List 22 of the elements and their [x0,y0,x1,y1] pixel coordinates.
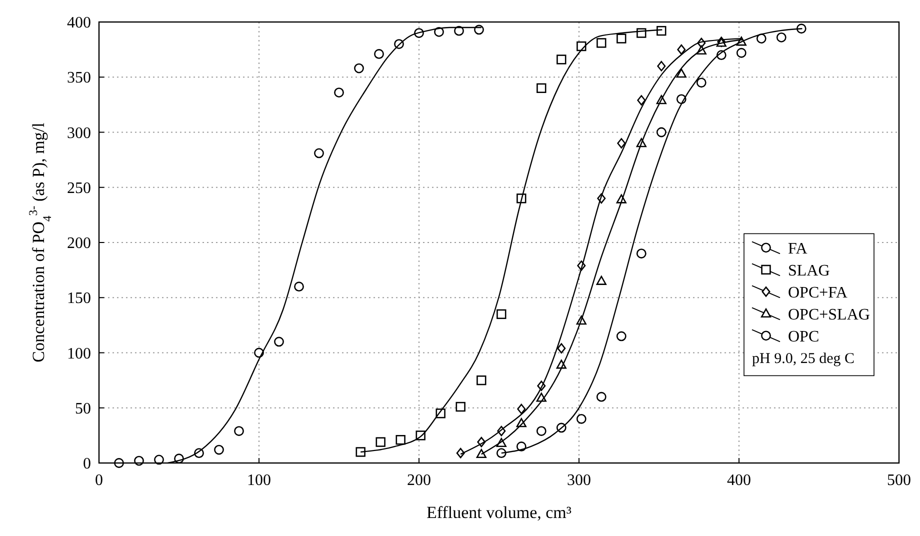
y-tick-label: 200 [67,235,91,252]
legend-label: OPC+FA [788,284,848,302]
y-tick-label: 150 [67,290,91,308]
y-tick-label: 0 [83,456,91,473]
x-tick-label: 100 [247,472,271,489]
legend-label: OPC+SLAG [788,306,870,324]
legend-label: SLAG [788,262,830,280]
y-tick-label: 350 [67,70,91,87]
y-tick-label: 100 [67,345,91,362]
legend-label: FA [788,240,808,258]
y-tick-label: 400 [67,14,91,32]
annotation: pH 9.0, 25 deg C [752,350,854,367]
x-tick-label: 0 [95,472,103,489]
y-tick-label: 300 [67,124,91,142]
legend-label: OPC [788,328,820,346]
y-tick-label: 250 [67,180,91,197]
x-axis-title: Effluent volume, cm³ [426,503,572,522]
x-tick-label: 500 [887,472,911,489]
y-tick-label: 50 [75,400,91,418]
x-tick-label: 300 [567,472,591,489]
x-tick-label: 200 [407,472,431,489]
x-tick-label: 400 [727,472,751,489]
